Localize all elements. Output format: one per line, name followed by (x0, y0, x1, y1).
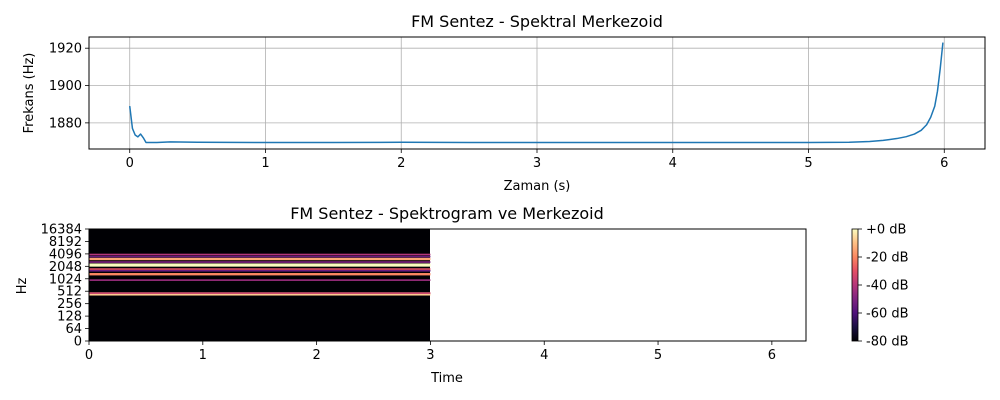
y-tick-label: 4096 (49, 247, 82, 262)
y-tick-label: 256 (57, 297, 82, 312)
y-ticks-1: 1880 1900 1920 (49, 42, 89, 131)
centroid-line-chart: 0 1 2 3 4 5 6 1880 1900 1920 FM Sentez - Spektra… (22, 12, 986, 194)
harmonic-band (89, 257, 431, 261)
harmonic-bands (89, 253, 431, 296)
spectrogram-background (89, 229, 430, 341)
colorbar-tick-label: -60 dB (866, 307, 909, 322)
colorbar: +0 dB -20 dB -40 dB -60 dB -80 dB (851, 223, 909, 350)
colorbar-ticks: +0 dB -20 dB -40 dB -60 dB -80 dB (858, 223, 909, 350)
y-tick-label: 2048 (49, 260, 82, 275)
colorbar-tick-label: -80 dB (866, 335, 909, 350)
x-ticks-1: 0 1 2 3 4 5 6 (126, 149, 948, 171)
chart-2-title: FM Sentez - Spektrogram ve Merkezoid (290, 204, 604, 223)
centroid-series-line (128, 42, 944, 144)
colorbar-gradient (851, 228, 859, 342)
y-tick-label: 1024 (49, 272, 82, 287)
harmonic-band (89, 279, 431, 281)
harmonic-band (89, 263, 431, 267)
colorbar-tick-label: -40 dB (866, 279, 909, 294)
harmonic-band (89, 261, 431, 263)
y-tick-label: 128 (57, 310, 82, 325)
harmonic-band (89, 292, 431, 294)
x-tick-label: 2 (397, 156, 405, 171)
colorbar-tick-label: +0 dB (866, 223, 906, 238)
y-tick-label: 8192 (49, 235, 82, 250)
y-tick-label: 1880 (49, 116, 82, 131)
y-tick-label: 1920 (49, 42, 82, 57)
x-tick-label: 5 (654, 348, 662, 363)
y-tick-label: 512 (57, 285, 82, 300)
x-tick-label: 5 (804, 156, 812, 171)
x-ticks-2: 0 1 2 3 4 5 6 (85, 341, 776, 363)
colorbar-tick-label: -20 dB (866, 251, 909, 266)
harmonic-band (89, 273, 431, 276)
x-tick-label: 1 (199, 348, 207, 363)
x-tick-label: 3 (533, 156, 541, 171)
spectrogram-chart: 0 1 2 3 4 5 6 06412825651210242048409681921638… (15, 204, 807, 386)
grid-1 (89, 37, 985, 149)
plot-frame-2 (88, 228, 807, 342)
x-tick-label: 4 (540, 348, 548, 363)
harmonic-band (89, 255, 431, 258)
chart-1-ylabel: Frekans (Hz) (22, 53, 37, 134)
y-tick-label: 64 (65, 322, 82, 337)
chart-2-xlabel: Time (430, 371, 463, 386)
x-tick-label: 1 (261, 156, 269, 171)
chart-1-title: FM Sentez - Spektral Merkezoid (411, 12, 663, 31)
harmonic-band (89, 269, 431, 272)
x-tick-label: 0 (126, 156, 134, 171)
x-tick-label: 4 (669, 156, 677, 171)
x-tick-label: 0 (85, 348, 93, 363)
y-tick-label: 16384 (41, 223, 82, 238)
harmonic-band (89, 268, 431, 270)
y-tick-label: 1900 (49, 79, 82, 94)
y-tick-label: 0 (74, 335, 82, 350)
x-tick-label: 3 (426, 348, 434, 363)
x-tick-label: 6 (940, 156, 948, 171)
chart-2-ylabel: Hz (15, 278, 30, 295)
chart-1-xlabel: Zaman (s) (504, 179, 571, 194)
x-tick-label: 6 (768, 348, 776, 363)
harmonic-band (89, 253, 431, 256)
x-tick-label: 2 (312, 348, 320, 363)
